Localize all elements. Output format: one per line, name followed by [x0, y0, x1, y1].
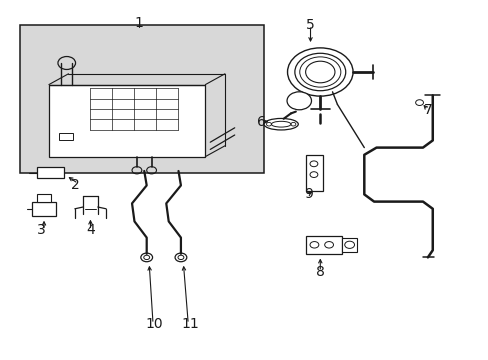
Bar [59, 133, 73, 140]
Ellipse shape [271, 121, 290, 127]
Text: 4: 4 [86, 224, 95, 237]
Circle shape [141, 253, 152, 262]
Text: 6: 6 [257, 116, 265, 129]
Text: 3: 3 [37, 224, 46, 237]
Circle shape [286, 92, 311, 110]
Bar [49, 85, 205, 157]
Text: 11: 11 [182, 317, 199, 331]
Text: 5: 5 [305, 18, 314, 32]
Text: 7: 7 [423, 103, 431, 117]
Ellipse shape [264, 118, 298, 130]
Circle shape [415, 100, 423, 105]
Text: 9: 9 [303, 188, 312, 201]
Bar [32, 202, 56, 216]
Text: 8: 8 [315, 265, 324, 279]
Circle shape [175, 253, 186, 262]
Bar [20, 25, 264, 173]
Text: 2: 2 [71, 179, 80, 192]
Bar [37, 167, 63, 178]
Bar [342, 238, 356, 252]
Bar [305, 236, 342, 254]
Bar [305, 155, 322, 191]
Text: 1: 1 [135, 17, 143, 30]
Text: 10: 10 [145, 317, 163, 331]
Bar [37, 194, 51, 202]
